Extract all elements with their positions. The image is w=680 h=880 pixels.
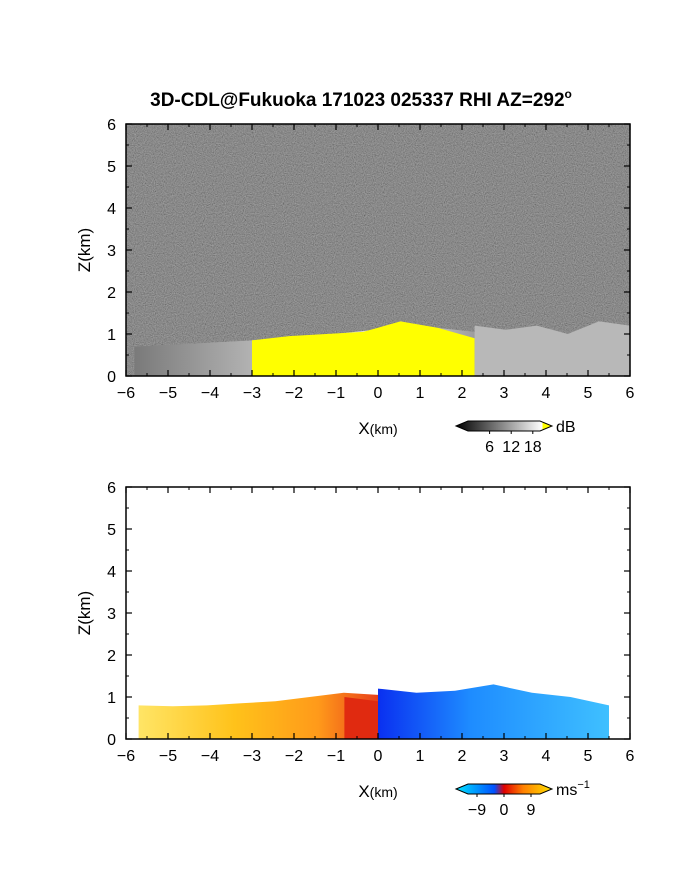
colorbar: 6 12 18 dB [454, 419, 576, 456]
colorbar-tick-label: 6 [485, 439, 494, 456]
echo-region [252, 321, 475, 376]
x-tick-label: 3 [500, 748, 509, 765]
y-tick-label: 0 [107, 732, 116, 749]
x-tick-label: 1 [416, 748, 425, 765]
y-tick-label: 5 [107, 159, 116, 176]
echo-regions [138, 684, 609, 739]
echo-region [344, 697, 378, 739]
x-axis-label: X(km) [358, 782, 397, 801]
y-tick-label: 1 [107, 327, 116, 344]
x-tick-label: −5 [159, 748, 177, 765]
x-tick-label: 4 [542, 748, 551, 765]
x-tick-label: −4 [201, 385, 219, 402]
echo-regions [134, 321, 630, 376]
colorbar-unit: ms−1 [556, 779, 590, 799]
x-tick-label: −1 [327, 385, 345, 402]
echo-region [378, 684, 609, 739]
x-tick-label: −3 [243, 748, 261, 765]
x-tick-label: −6 [117, 385, 135, 402]
chart-title: 3D-CDL@Fukuoka 171023 025337 RHI AZ=292o [150, 87, 572, 111]
echo-region [138, 692, 378, 739]
title-main: 3D-CDL@Fukuoka 171023 025337 RHI AZ=292 [150, 90, 564, 111]
colorbar-unit: dB [556, 419, 576, 436]
x-tick-label: −6 [117, 748, 135, 765]
x-tick-label: 0 [374, 385, 383, 402]
colorbar-tick-label: −9 [468, 802, 486, 819]
x-tick-label: −2 [285, 748, 303, 765]
y-tick-label: 2 [107, 285, 116, 302]
echo-region [474, 321, 630, 376]
y-tick-label: 3 [107, 606, 116, 623]
axes: −6 −5 −4 −3 −2 −1 0 1 2 3 4 5 6 0 1 2 3 4 5 6 [107, 480, 634, 765]
x-tick-label: −5 [159, 385, 177, 402]
colorbar-tick-label: 18 [524, 439, 542, 456]
colorbar-tick-label: 12 [502, 439, 520, 456]
y-axis-label: Z(km) [75, 228, 94, 272]
x-tick-label: −4 [201, 748, 219, 765]
y-axis-label: Z(km) [75, 591, 94, 635]
y-tick-label: 2 [107, 648, 116, 665]
x-tick-label: 4 [542, 385, 551, 402]
x-tick-label: 5 [584, 748, 593, 765]
x-tick-label: 3 [500, 385, 509, 402]
colorbar-bar [454, 783, 554, 795]
colorbar-unit-exponent: −1 [577, 779, 590, 791]
y-tick-label: 3 [107, 243, 116, 260]
x-tick-label: 5 [584, 385, 593, 402]
x-tick-label: 2 [458, 385, 467, 402]
y-tick-label: 4 [107, 564, 116, 581]
y-tick-label: 0 [107, 369, 116, 386]
x-axis-label: X(km) [358, 419, 397, 438]
y-tick-label: 4 [107, 201, 116, 218]
x-tick-label: 0 [374, 748, 383, 765]
colorbar-bar [454, 420, 554, 432]
x-tick-label: −2 [285, 385, 303, 402]
x-tick-label: 6 [626, 385, 635, 402]
y-tick-label: 6 [107, 117, 116, 134]
colorbar: −9 0 9 ms−1 [454, 779, 590, 819]
y-tick-label: 6 [107, 480, 116, 497]
x-tick-label: 1 [416, 385, 425, 402]
colorbar-tick-label: 0 [500, 802, 509, 819]
title-degree: o [565, 87, 572, 101]
x-tick-label: 6 [626, 748, 635, 765]
x-tick-label: 2 [458, 748, 467, 765]
axes: −6 −5 −4 −3 −2 −1 0 1 2 3 4 5 6 0 1 2 3 4 5 6 [107, 117, 634, 402]
x-tick-label: −1 [327, 748, 345, 765]
y-tick-label: 1 [107, 690, 116, 707]
velocity-panel: −6 −5 −4 −3 −2 −1 0 1 2 3 4 5 6 0 1 2 3 4 5 6 X(km) Z(km) −… [75, 480, 635, 819]
colorbar-tick-label: 9 [527, 802, 536, 819]
x-tick-label: −3 [243, 385, 261, 402]
y-tick-label: 5 [107, 522, 116, 539]
